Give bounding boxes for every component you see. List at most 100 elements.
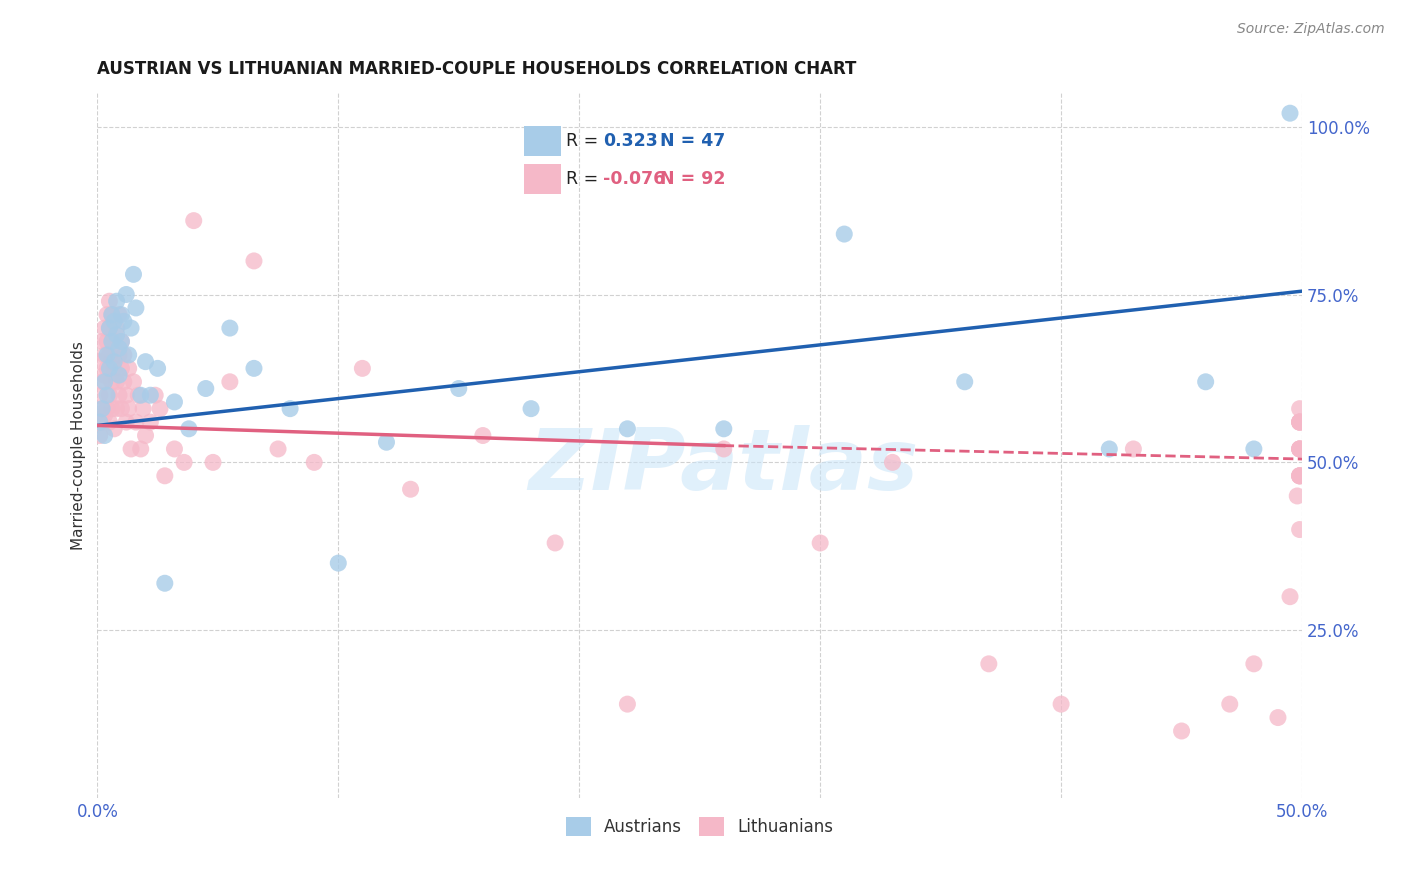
Point — [89, 388, 111, 402]
Point — [1288, 415, 1310, 429]
Point — [120, 442, 142, 456]
Point — [1288, 442, 1310, 456]
Point — [1288, 523, 1310, 537]
Point — [91, 334, 114, 349]
Point — [110, 361, 132, 376]
Point — [278, 401, 301, 416]
Legend: Austrians, Lithuanians: Austrians, Lithuanians — [560, 810, 839, 843]
Point — [1288, 442, 1310, 456]
Point — [1170, 723, 1192, 738]
Point — [977, 657, 1000, 671]
Point — [183, 213, 205, 227]
Point — [108, 348, 131, 362]
Point — [328, 556, 350, 570]
Point — [1243, 657, 1265, 671]
Point — [122, 375, 145, 389]
Point — [544, 536, 567, 550]
Point — [173, 455, 195, 469]
Point — [96, 348, 118, 362]
Point — [218, 321, 240, 335]
Point — [118, 361, 141, 376]
Point — [98, 388, 121, 402]
Point — [105, 375, 128, 389]
Point — [96, 334, 118, 349]
Point — [1288, 442, 1310, 456]
Point — [1278, 106, 1301, 120]
Point — [953, 375, 976, 389]
Text: N = 92: N = 92 — [659, 170, 725, 188]
Point — [112, 375, 135, 389]
Point — [110, 334, 132, 349]
Point — [89, 428, 111, 442]
Point — [98, 415, 121, 429]
Text: N = 47: N = 47 — [659, 132, 725, 151]
Point — [112, 314, 135, 328]
Point — [91, 415, 114, 429]
Point — [1288, 468, 1310, 483]
Point — [713, 422, 735, 436]
Point — [115, 287, 138, 301]
Point — [135, 428, 157, 442]
Point — [108, 368, 131, 382]
Point — [1288, 468, 1310, 483]
Point — [105, 321, 128, 335]
Point — [91, 401, 114, 416]
Point — [96, 388, 118, 402]
Point — [103, 334, 125, 349]
Point — [243, 361, 266, 376]
Point — [93, 368, 115, 382]
Point — [616, 422, 638, 436]
Point — [98, 348, 121, 362]
FancyBboxPatch shape — [523, 164, 561, 194]
Point — [1243, 442, 1265, 456]
Point — [832, 227, 855, 241]
Point — [808, 536, 831, 550]
Point — [1288, 442, 1310, 456]
Y-axis label: Married-couple Households: Married-couple Households — [72, 341, 86, 550]
Point — [96, 308, 118, 322]
Point — [149, 401, 172, 416]
Point — [89, 354, 111, 368]
Point — [1288, 415, 1310, 429]
Point — [101, 308, 124, 322]
Point — [375, 435, 398, 450]
Point — [882, 455, 904, 469]
Point — [127, 388, 149, 402]
Point — [101, 334, 124, 349]
Point — [93, 321, 115, 335]
Point — [125, 415, 148, 429]
Point — [103, 314, 125, 328]
Point — [143, 388, 166, 402]
Text: -0.076: -0.076 — [603, 170, 665, 188]
Point — [1288, 468, 1310, 483]
Point — [302, 455, 325, 469]
Point — [115, 415, 138, 429]
Point — [471, 428, 494, 442]
Text: AUSTRIAN VS LITHUANIAN MARRIED-COUPLE HOUSEHOLDS CORRELATION CHART: AUSTRIAN VS LITHUANIAN MARRIED-COUPLE HO… — [97, 60, 856, 78]
Point — [153, 576, 176, 591]
Point — [1286, 489, 1309, 503]
Point — [616, 697, 638, 711]
Point — [194, 382, 217, 396]
Point — [91, 375, 114, 389]
Point — [201, 455, 224, 469]
Text: ZIPatlas: ZIPatlas — [529, 425, 920, 508]
Point — [103, 354, 125, 368]
Point — [101, 375, 124, 389]
Point — [96, 361, 118, 376]
Point — [105, 327, 128, 342]
Point — [1288, 401, 1310, 416]
Point — [447, 382, 470, 396]
Point — [129, 388, 152, 402]
Point — [120, 321, 142, 335]
Point — [1050, 697, 1073, 711]
Point — [146, 361, 169, 376]
Text: Source: ZipAtlas.com: Source: ZipAtlas.com — [1237, 22, 1385, 37]
Point — [399, 482, 422, 496]
Point — [101, 308, 124, 322]
Point — [93, 409, 115, 423]
Point — [101, 401, 124, 416]
Point — [267, 442, 290, 456]
Point — [1288, 415, 1310, 429]
Point — [89, 415, 111, 429]
